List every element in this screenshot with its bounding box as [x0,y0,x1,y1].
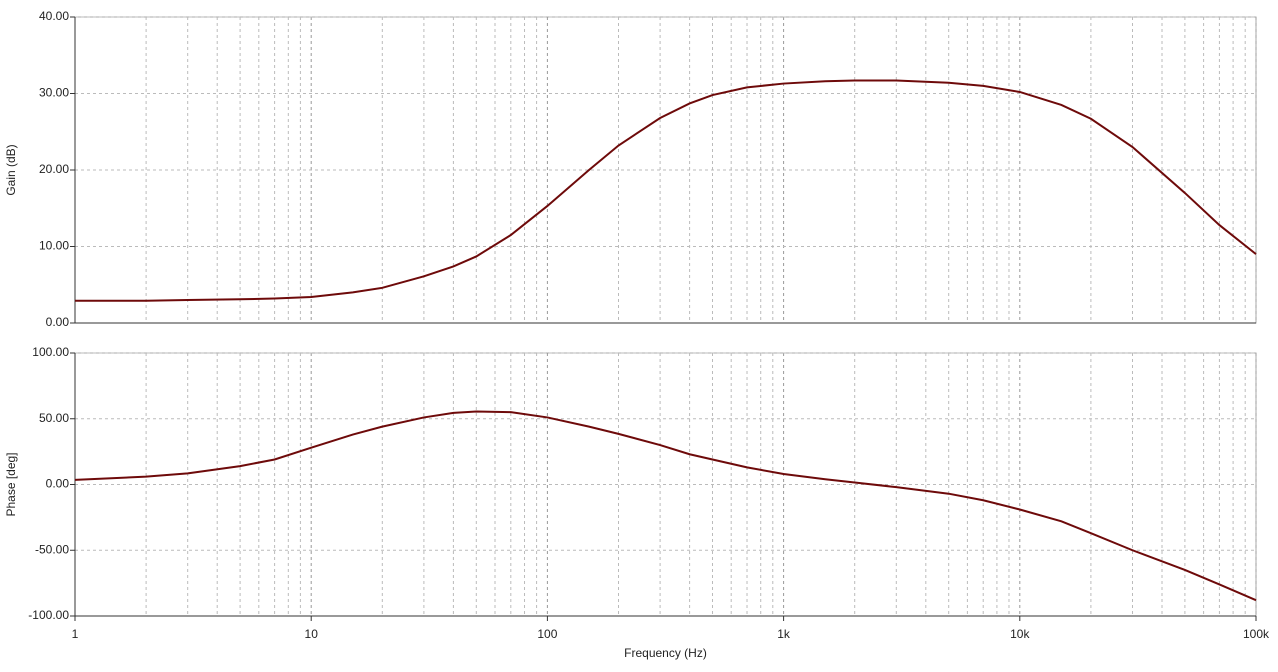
line-series [74,410,1257,602]
y-tick-label: -100.00 [28,608,69,622]
x-tick-label: 100k [1243,627,1270,641]
y-tick-label: 30.00 [39,86,69,100]
line-series [75,79,1257,302]
y-axis-label: Phase [deg] [4,452,18,516]
y-tick-label: 50.00 [39,411,69,425]
y-tick-label: 100.00 [32,345,69,359]
x-tick-label: 1k [777,627,791,641]
y-tick-label: 40.00 [39,9,69,23]
y-tick-label: 0.00 [46,315,70,329]
x-axis-label: Frequency (Hz) [624,646,707,660]
y-tick-label: -50.00 [35,542,69,556]
x-tick-label: 10 [305,627,319,641]
x-tick-label: 100 [537,627,557,641]
y-tick-label: 20.00 [39,162,69,176]
y-axis-label: Gain (dB) [4,144,18,195]
x-tick-label: 1 [72,627,79,641]
y-tick-label: 10.00 [39,239,69,253]
x-tick-label: 10k [1010,627,1030,641]
y-tick-label: 0.00 [46,477,70,491]
